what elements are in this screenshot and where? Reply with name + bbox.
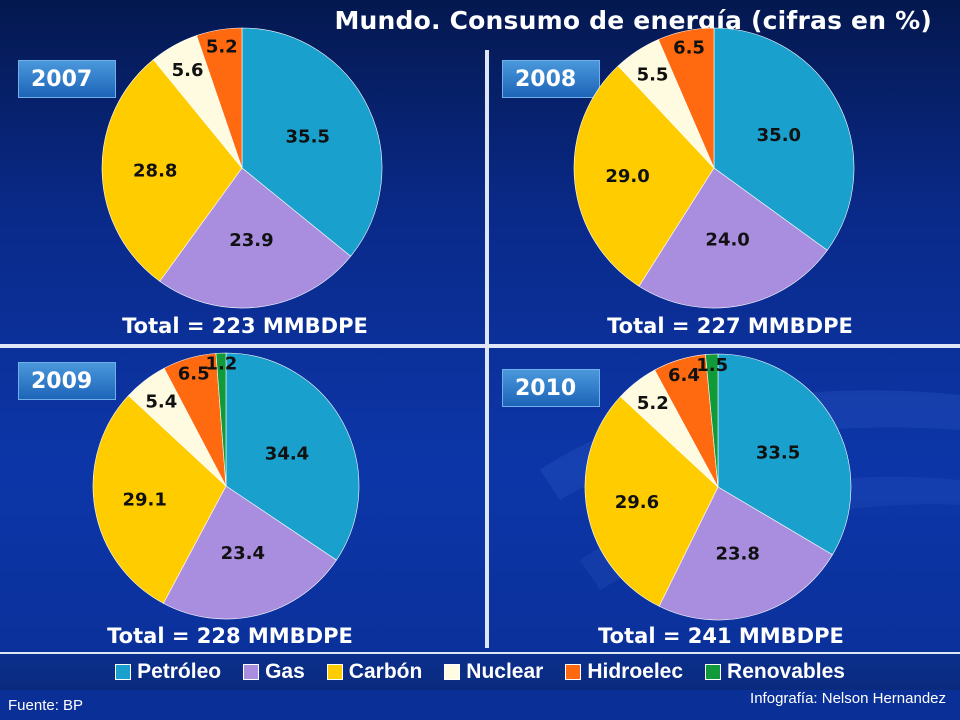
credit-note: Infografía: Nelson Hernandez <box>750 690 946 707</box>
year-badge-2009: 2009 <box>18 362 116 400</box>
pie-slice-2008-gas <box>638 167 828 309</box>
slice-label-2007-hidroelec: 5.2 <box>206 36 238 57</box>
year-badge-2010: 2010 <box>502 369 600 407</box>
legend-swatch <box>326 664 343 680</box>
legend-item-renovables: Renovables <box>705 660 845 684</box>
slice-label-2010-renovables: 1.5 <box>696 355 728 376</box>
legend-label: Carbón <box>348 660 423 683</box>
horizontal-divider <box>0 344 960 348</box>
pie-slice-2010-gas <box>658 486 833 621</box>
slice-label-2009-carbon: 29.1 <box>122 490 166 511</box>
pie-slice-2009-petroleo <box>225 352 360 561</box>
legend-label: Nuclear <box>466 660 544 683</box>
slice-label-2008-gas: 24.0 <box>705 230 749 251</box>
pie-slice-2009-gas <box>162 485 337 620</box>
slice-label-2009-renovables: 1.2 <box>205 354 237 375</box>
pie-slice-2009-carbon <box>92 395 227 604</box>
pie-slice-2010-carbon <box>584 396 719 607</box>
source-note: Fuente: BP <box>8 697 84 714</box>
legend-label: Renovables <box>727 660 845 683</box>
chart-title: Mundo. Consumo de energía (cifras en %) <box>334 6 932 35</box>
legend-swatch <box>243 664 260 680</box>
slice-label-2010-nuclear: 5.2 <box>637 393 669 414</box>
total-label-2008: Total = 227 MMBDPE <box>607 314 853 338</box>
slice-label-2010-gas: 23.8 <box>716 543 760 564</box>
pie-slice-2010-renovables <box>705 353 719 488</box>
vertical-divider <box>485 50 489 648</box>
total-label-2010: Total = 241 MMBDPE <box>598 624 844 648</box>
slice-label-2009-petroleo: 34.4 <box>265 443 309 464</box>
pie-2009: 34.4 23.4 29.1 5.46.51.2 <box>92 352 360 620</box>
slice-label-2009-gas: 23.4 <box>221 543 265 564</box>
slice-label-2007-nuclear: 5.6 <box>172 60 204 81</box>
slice-label-2010-hidroelec: 6.4 <box>668 365 700 386</box>
legend-item-gas: Gas <box>243 660 305 684</box>
pie-slice-2007-gas <box>159 167 352 309</box>
pie-slice-2008-hidroelec <box>658 27 715 169</box>
legend-item-carbon: Carbón <box>326 660 423 684</box>
pie-slice-2008-carbon <box>573 65 715 287</box>
legend-item-hidroelec: Hidroelec <box>565 660 683 684</box>
pie-slice-2007-hidroelec <box>196 27 243 169</box>
pie-2010: 33.5 23.8 29.6 5.2 6.41.5 <box>584 353 852 621</box>
slice-label-2007-gas: 23.9 <box>229 230 273 251</box>
legend-item-petroleo: Petróleo <box>115 660 221 684</box>
legend-label: Petróleo <box>137 660 222 683</box>
pie-2008: 35.0 24.0 29.0 5.56.5 <box>573 27 855 309</box>
pie-slice-2007-petroleo <box>241 27 383 257</box>
slice-label-2007-carbon: 28.8 <box>133 160 177 181</box>
total-label-2007: Total = 223 MMBDPE <box>122 314 368 338</box>
slice-label-2008-petroleo: 35.0 <box>757 125 801 146</box>
legend-swatch <box>705 664 722 680</box>
pie-slice-2007-carbon <box>101 59 243 282</box>
slice-label-2008-nuclear: 5.5 <box>637 64 669 85</box>
slice-label-2010-carbon: 29.6 <box>615 492 659 513</box>
slice-label-2007-petroleo: 35.5 <box>286 127 330 148</box>
legend-label: Hidroelec <box>587 660 684 683</box>
year-badge-2008: 2008 <box>502 60 600 98</box>
legend-item-nuclear: Nuclear <box>444 660 543 684</box>
legend-swatch <box>444 664 461 680</box>
total-label-2009: Total = 228 MMBDPE <box>107 624 353 648</box>
year-badge-2007: 2007 <box>18 60 116 98</box>
legend-label: Gas <box>265 660 305 683</box>
pie-slice-2008-petroleo <box>713 27 855 251</box>
slice-label-2009-nuclear: 5.4 <box>145 392 177 413</box>
pie-slice-2010-petroleo <box>717 353 852 556</box>
legend: Petróleo Gas Carbón Nuclear Hidroelec Re… <box>0 652 960 690</box>
legend-swatch <box>115 664 132 680</box>
slice-label-2008-hidroelec: 6.5 <box>673 37 705 58</box>
slice-label-2008-carbon: 29.0 <box>605 166 649 187</box>
pie-slice-2009-renovables <box>215 352 227 487</box>
pie-2007: 35.5 23.9 28.8 5.65.2 <box>101 27 383 309</box>
slice-label-2009-hidroelec: 6.5 <box>178 364 210 385</box>
slice-label-2010-petroleo: 33.5 <box>756 443 800 464</box>
legend-swatch <box>565 664 582 680</box>
